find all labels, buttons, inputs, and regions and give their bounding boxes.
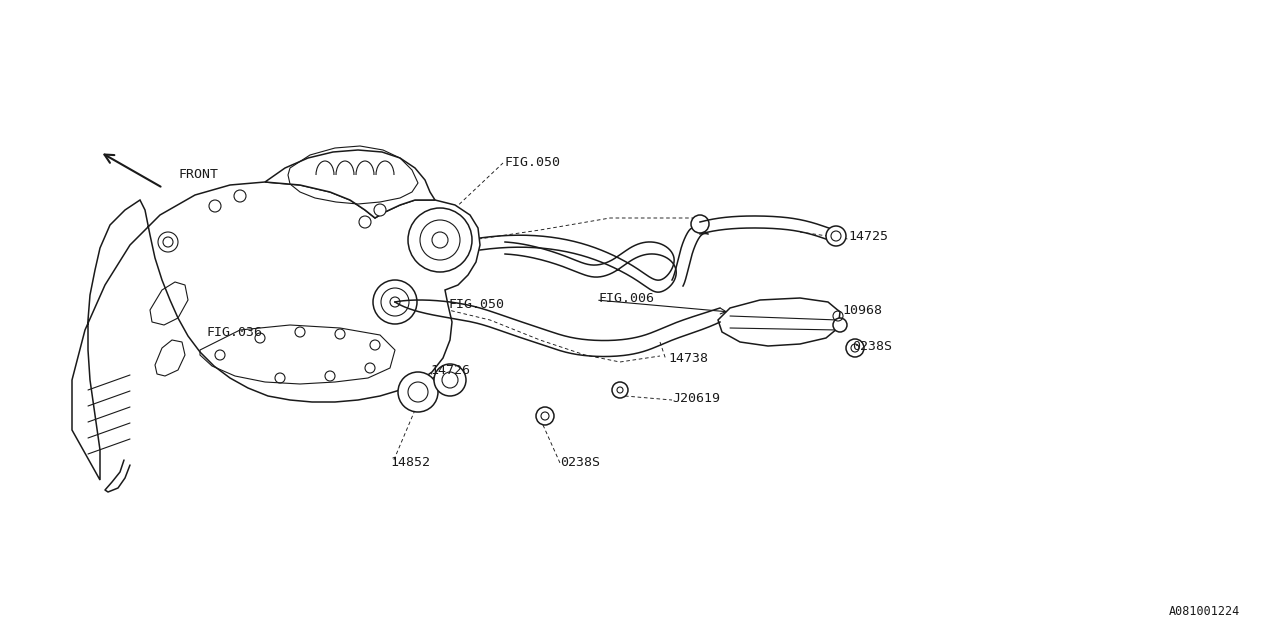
Circle shape xyxy=(826,226,846,246)
Circle shape xyxy=(358,216,371,228)
Text: FIG.050: FIG.050 xyxy=(448,298,504,312)
Text: A081001224: A081001224 xyxy=(1169,605,1240,618)
Circle shape xyxy=(434,364,466,396)
Text: 0238S: 0238S xyxy=(561,456,600,468)
Text: 14726: 14726 xyxy=(430,364,470,376)
Circle shape xyxy=(846,339,864,357)
Text: 0238S: 0238S xyxy=(852,339,892,353)
Text: 14852: 14852 xyxy=(390,456,430,468)
Text: FIG.006: FIG.006 xyxy=(598,291,654,305)
Circle shape xyxy=(691,215,709,233)
Polygon shape xyxy=(72,182,480,480)
Circle shape xyxy=(209,200,221,212)
Text: FRONT: FRONT xyxy=(178,168,218,182)
Text: FIG.036: FIG.036 xyxy=(207,326,262,339)
Text: 14725: 14725 xyxy=(849,230,888,243)
Circle shape xyxy=(157,232,178,252)
Text: FIG.050: FIG.050 xyxy=(506,156,561,168)
Circle shape xyxy=(833,318,847,332)
Circle shape xyxy=(398,372,438,412)
Text: J20619: J20619 xyxy=(672,392,719,404)
Text: 14738: 14738 xyxy=(668,351,708,365)
Circle shape xyxy=(408,208,472,272)
Polygon shape xyxy=(718,298,840,346)
Circle shape xyxy=(374,204,387,216)
Circle shape xyxy=(234,190,246,202)
Text: 10968: 10968 xyxy=(842,303,882,317)
Circle shape xyxy=(536,407,554,425)
Circle shape xyxy=(372,280,417,324)
Polygon shape xyxy=(265,150,435,218)
Circle shape xyxy=(612,382,628,398)
